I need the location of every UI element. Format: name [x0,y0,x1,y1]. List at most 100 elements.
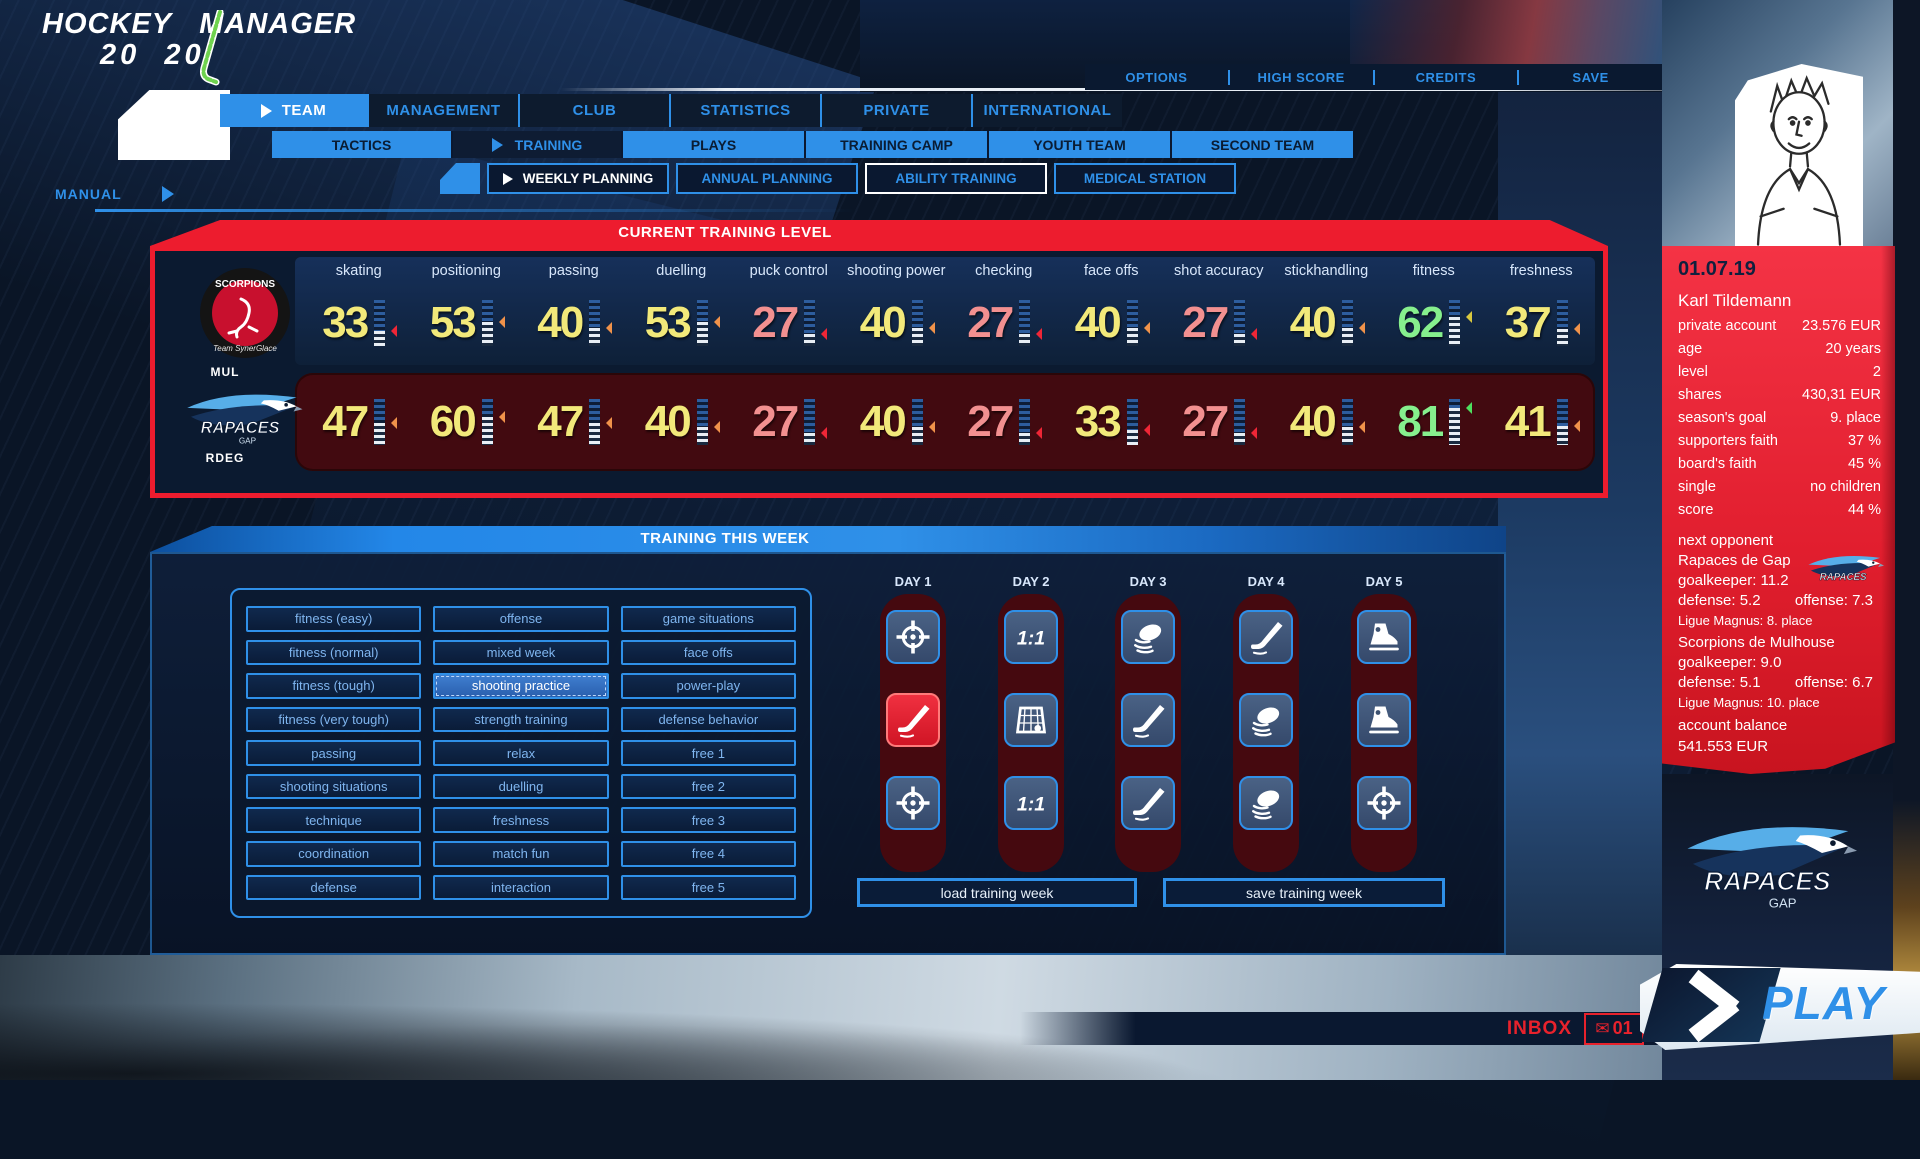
system-menu-item[interactable]: OPTIONS [1125,69,1188,85]
section-nav-tab[interactable]: YOUTH TEAM [987,131,1170,158]
main-nav-tab[interactable]: TEAM [220,94,367,127]
tab-annual-planning[interactable]: ANNUAL PLANNING [676,163,858,194]
training-option-button[interactable]: fitness (normal) [246,639,422,666]
training-option-button[interactable]: relax [433,740,609,766]
stat-value: 27 [1182,298,1229,347]
stat-label: score [1678,502,1714,518]
training-slot[interactable] [1239,776,1293,830]
opponent-offense: offense: 7.3 [1794,592,1873,609]
training-slot[interactable]: 1:1 [1004,610,1058,664]
stat-value: 2 [1872,364,1881,380]
tab-ability-training[interactable]: ABILITY TRAINING [865,163,1047,194]
stat-value: 62 [1397,298,1444,347]
tab-weekly-planning[interactable]: WEEKLY PLANNING [487,163,669,194]
section-nav-tab[interactable]: PLAYS [621,131,804,158]
tab-medical-station[interactable]: MEDICAL STATION [1054,163,1236,194]
section-nav-tab[interactable]: TACTICS [272,131,451,158]
system-menu-item[interactable]: SAVE [1517,69,1662,85]
training-option-button[interactable]: face offs [620,639,796,666]
training-option-button[interactable]: free 1 [620,740,796,766]
main-nav-tab[interactable]: PRIVATE [820,94,971,127]
training-slot[interactable] [886,693,940,747]
training-slot[interactable] [1239,693,1293,747]
manager-stat-row: supporters faith 37 % [1678,430,1881,453]
training-option-button[interactable]: mixed week [433,639,609,666]
training-slot[interactable] [1357,610,1411,664]
section-nav-tab[interactable]: SECOND TEAM [1170,131,1353,158]
stat-gauge-fill [1556,426,1568,445]
manual-link[interactable]: MANUAL [55,186,174,202]
main-nav-tab[interactable]: MANAGEMENT [367,94,518,127]
stat-cell: 27 [735,377,843,467]
main-nav-tab[interactable]: CLUB [518,94,669,127]
training-slot[interactable] [886,610,940,664]
training-slot[interactable] [1357,693,1411,747]
training-option-button[interactable]: strength training [433,706,609,733]
day-label: DAY 3 [1129,574,1167,589]
training-slot[interactable] [1004,693,1058,747]
stat-gauge [589,399,613,445]
training-slot[interactable] [1121,693,1175,747]
training-option-button[interactable]: free 5 [620,874,796,901]
system-menu-item[interactable]: CREDITS [1372,69,1518,85]
training-option-button[interactable]: match fun [433,840,609,867]
training-option-button[interactable]: power-play [620,673,796,699]
section-nav-tab[interactable]: TRAINING [451,131,621,158]
training-option-button[interactable]: duelling [433,773,609,800]
inbox-button[interactable]: INBOX [1506,1017,1572,1039]
load-training-week-button[interactable]: load training week [857,878,1137,907]
training-option-button[interactable]: defense behavior [620,706,796,733]
training-option-button[interactable]: offense [433,606,609,632]
main-nav-tab[interactable]: INTERNATIONAL [971,94,1122,127]
training-slot[interactable] [886,776,940,830]
training-option-button[interactable]: shooting practice [433,673,609,699]
training-option-button[interactable]: interaction [433,874,609,901]
training-option-button[interactable]: coordination [246,840,422,867]
training-slot[interactable]: 1:1 [1004,776,1058,830]
stat-trend-marker [815,426,828,439]
stat-trend-marker [1245,327,1258,340]
training-slot[interactable] [1357,776,1411,830]
svg-text:GAP: GAP [1769,896,1797,911]
opponent-name: Rapaces de Gap [1678,552,1791,569]
training-slot[interactable] [1121,610,1175,664]
training-option-button[interactable]: technique [246,807,422,833]
opponent-offense: offense: 6.7 [1794,674,1873,691]
day-slot-tube [1233,594,1299,872]
training-option-button[interactable]: passing [246,740,422,766]
training-option-button[interactable]: fitness (very tough) [246,706,422,733]
team2-stat-row: 47 60 47 [305,377,1595,467]
stat-gauge-fill [696,321,708,346]
opponent-blocks: Rapaces de Gap goalkeeper: 11.2 defense:… [1678,551,1881,712]
next-opponent-heading: next opponent [1678,532,1774,549]
stat-gauge [1449,300,1473,346]
svg-text:1:1: 1:1 [1017,628,1045,650]
training-slot[interactable] [1121,776,1175,830]
opponent-block: Scorpions de Mulhouse goalkeeper: 9.0 de… [1678,633,1881,712]
save-training-week-button[interactable]: save training week [1163,878,1445,907]
puck-icon [1134,624,1162,654]
training-option-button[interactable]: free 3 [620,807,796,833]
inbox-counter[interactable]: ✉ 01 [1584,1012,1644,1045]
day-label: DAY 2 [1012,574,1050,589]
training-option-button[interactable]: game situations [620,606,796,632]
training-option-button[interactable]: freshness [433,807,609,833]
main-nav-tab[interactable]: STATISTICS [669,94,820,127]
column-header: shot accuracy [1174,263,1264,279]
training-option-button[interactable]: defense [246,874,422,901]
training-slot[interactable] [1239,610,1293,664]
training-option-button[interactable]: free 2 [620,773,796,800]
day-label: DAY 4 [1247,574,1285,589]
training-option-button[interactable]: fitness (tough) [246,673,422,699]
stat-gauge [1341,399,1365,445]
training-option-button[interactable]: fitness (easy) [246,606,422,632]
stat-label: supporters faith [1678,433,1778,449]
training-option-button[interactable]: free 4 [620,840,796,867]
stat-gauge [481,399,505,445]
section-nav-tab[interactable]: TRAINING CAMP [804,131,987,158]
training-option-button[interactable]: shooting situations [246,773,422,800]
play-button[interactable]: PLAY [1762,977,1886,1029]
system-menu-item[interactable]: HIGH SCORE [1227,69,1373,85]
stat-value: 40 [1074,298,1122,347]
team1-row-background [295,257,1595,365]
